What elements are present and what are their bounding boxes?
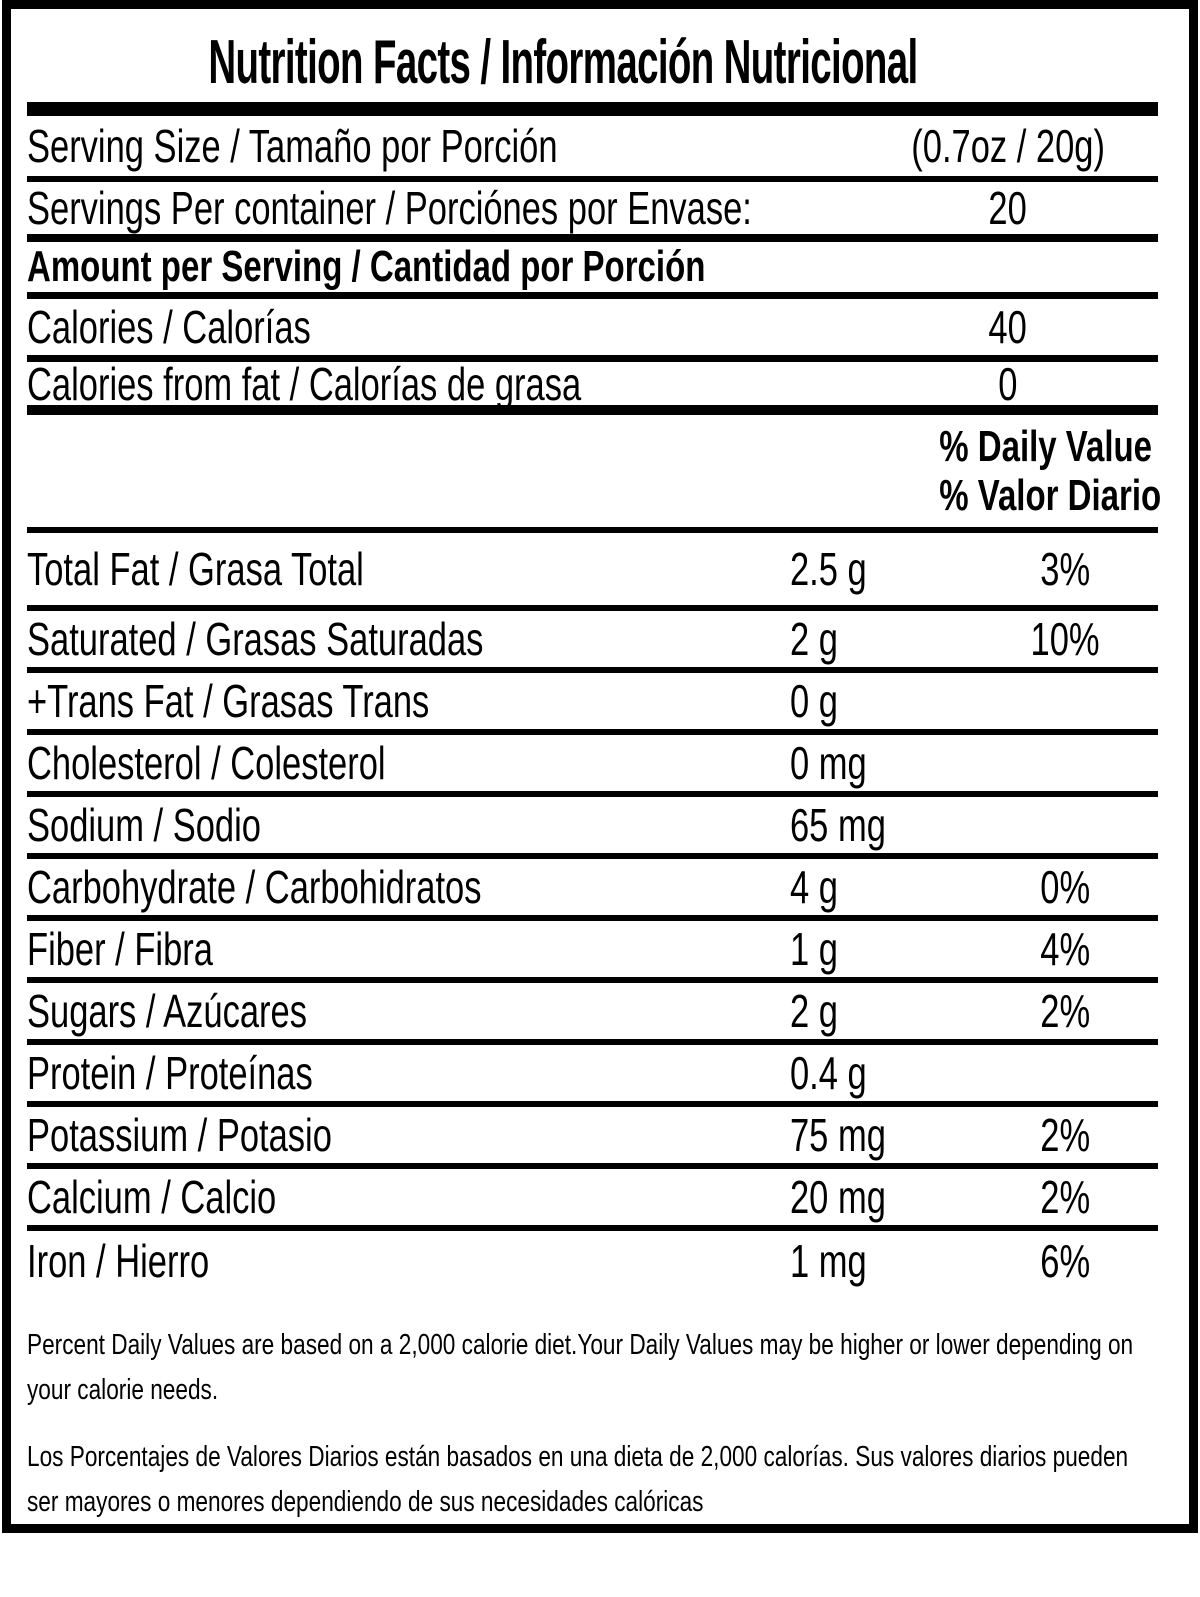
servings-per-container-label: Servings Per container / Porciónes por E…: [27, 182, 752, 234]
calories-value: 40: [988, 301, 1028, 353]
servings-per-container-row: Servings Per container / Porciónes por E…: [27, 182, 1158, 242]
nutrient-amount: 1 mg: [790, 1235, 867, 1287]
calories-from-fat-label-cell: Calories from fat / Calorías de grasa: [27, 357, 858, 411]
nutrient-amount: 2 g: [790, 613, 838, 665]
nutrient-label: Total Fat / Grasa Total: [27, 543, 364, 595]
nutrient-row-trans-fat: +Trans Fat / Grasas Trans 0 g: [27, 673, 1158, 735]
nutrient-dv: 4%: [1040, 923, 1090, 975]
calories-label-cell: Calories / Calorías: [27, 300, 858, 354]
nutrient-dv: 2%: [1040, 1171, 1090, 1223]
nutrient-dv: 0%: [1040, 861, 1090, 913]
nutrient-label: Saturated / Grasas Saturadas: [27, 613, 484, 665]
nutrient-row-iron: Iron / Hierro 1 mg 6%: [27, 1231, 1158, 1291]
nutrient-label: Calcium / Calcio: [27, 1171, 277, 1223]
nutrient-row-total-fat: Total Fat / Grasa Total 2.5 g 3%: [27, 533, 1158, 611]
calories-row: Calories / Calorías 40: [27, 299, 1158, 362]
nutrient-row-calcium: Calcium / Calcio 20 mg 2%: [27, 1169, 1158, 1231]
label-content: Nutrition Facts / Información Nutriciona…: [27, 9, 1162, 1525]
daily-value-header-block: % Daily Value % Valor Diario: [27, 415, 1162, 533]
nutrient-amount: 2 g: [790, 985, 838, 1037]
nutrient-row-protein: Protein / Proteínas 0.4 g: [27, 1045, 1158, 1107]
daily-value-header-en: % Daily Value: [939, 422, 1153, 471]
daily-value-header: % Daily Value % Valor Diario: [908, 422, 1162, 520]
nutrient-row-carbohydrate: Carbohydrate / Carbohidratos 4 g 0%: [27, 859, 1158, 921]
label-title-text: Nutrition Facts / Información Nutriciona…: [207, 28, 918, 97]
servings-per-container-value-cell: 20: [858, 181, 1158, 235]
nutrient-amount: 20 mg: [790, 1171, 886, 1223]
nutrient-row-sugars: Sugars / Azúcares 2 g 2%: [27, 983, 1158, 1045]
nutrient-label: Potassium / Potasio: [27, 1109, 332, 1161]
serving-size-label-cell: Serving Size / Tamaño por Porción: [27, 119, 858, 173]
nutrient-amount: 0 g: [790, 675, 838, 727]
nutrient-amount: 0.4 g: [790, 1047, 867, 1099]
nutrient-dv: 6%: [1040, 1235, 1090, 1287]
nutrient-dv: 10%: [1030, 613, 1100, 665]
nutrient-amount: 0 mg: [790, 737, 867, 789]
label-title: Nutrition Facts / Información Nutriciona…: [27, 9, 1158, 102]
nutrient-label: Cholesterol / Colesterol: [27, 737, 386, 789]
calories-label: Calories / Calorías: [27, 301, 311, 353]
nutrient-label: Sodium / Sodio: [27, 799, 261, 851]
servings-per-container-label-cell: Servings Per container / Porciónes por E…: [27, 181, 858, 235]
nutrition-facts-label: Nutrition Facts / Información Nutriciona…: [2, 0, 1198, 1533]
nutrient-label: Carbohydrate / Carbohidratos: [27, 861, 482, 913]
nutrient-label: Iron / Hierro: [27, 1235, 210, 1287]
calories-from-fat-label: Calories from fat / Calorías de grasa: [27, 357, 582, 410]
nutrient-row-sodium: Sodium / Sodio 65 mg: [27, 797, 1158, 859]
amount-per-serving-header-row: Amount per Serving / Cantidad por Porció…: [27, 242, 1158, 299]
nutrient-label: Protein / Proteínas: [27, 1047, 313, 1099]
calories-from-fat-value: 0: [998, 357, 1018, 410]
amount-per-serving-header: Amount per Serving / Cantidad por Porció…: [27, 242, 706, 291]
serving-size-value: (0.7oz / 20g): [911, 120, 1105, 172]
nutrient-amount: 65 mg: [790, 799, 886, 851]
nutrient-label: +Trans Fat / Grasas Trans: [27, 675, 430, 727]
nutrient-dv: 3%: [1040, 543, 1090, 595]
serving-size-label: Serving Size / Tamaño por Porción: [27, 120, 558, 172]
nutrient-amount: 2.5 g: [790, 543, 867, 595]
nutrient-row-saturated-fat: Saturated / Grasas Saturadas 2 g 10%: [27, 611, 1158, 673]
calories-from-fat-row: Calories from fat / Calorías de grasa 0: [27, 358, 1158, 415]
nutrient-label: Sugars / Azúcares: [27, 985, 307, 1037]
footnote-english: Percent Daily Values are based on a 2,00…: [27, 1329, 1134, 1406]
footnotes: Percent Daily Values are based on a 2,00…: [27, 1323, 1158, 1525]
daily-value-header-es: % Valor Diario: [939, 471, 1162, 520]
serving-size-row: Serving Size / Tamaño por Porción (0.7oz…: [27, 116, 1158, 182]
title-separator-bar: [27, 102, 1158, 116]
amount-per-serving-header-cell: Amount per Serving / Cantidad por Porció…: [27, 242, 1158, 292]
calories-value-cell: 40: [858, 300, 1158, 354]
nutrient-amount: 75 mg: [790, 1109, 886, 1161]
servings-per-container-value: 20: [988, 182, 1028, 234]
nutrient-row-cholesterol: Cholesterol / Colesterol 0 mg: [27, 735, 1158, 797]
nutrient-row-potassium: Potassium / Potasio 75 mg 2%: [27, 1107, 1158, 1169]
nutrient-amount: 4 g: [790, 861, 838, 913]
nutrient-row-fiber: Fiber / Fibra 1 g 4%: [27, 921, 1158, 983]
nutrient-amount: 1 g: [790, 923, 838, 975]
serving-size-value-cell: (0.7oz / 20g): [858, 119, 1158, 173]
calories-from-fat-value-cell: 0: [858, 357, 1158, 411]
footnote-spanish: Los Porcentajes de Valores Diarios están…: [27, 1441, 1129, 1518]
nutrient-label: Fiber / Fibra: [27, 923, 213, 975]
nutrient-dv: 2%: [1040, 985, 1090, 1037]
nutrient-dv: 2%: [1040, 1109, 1090, 1161]
